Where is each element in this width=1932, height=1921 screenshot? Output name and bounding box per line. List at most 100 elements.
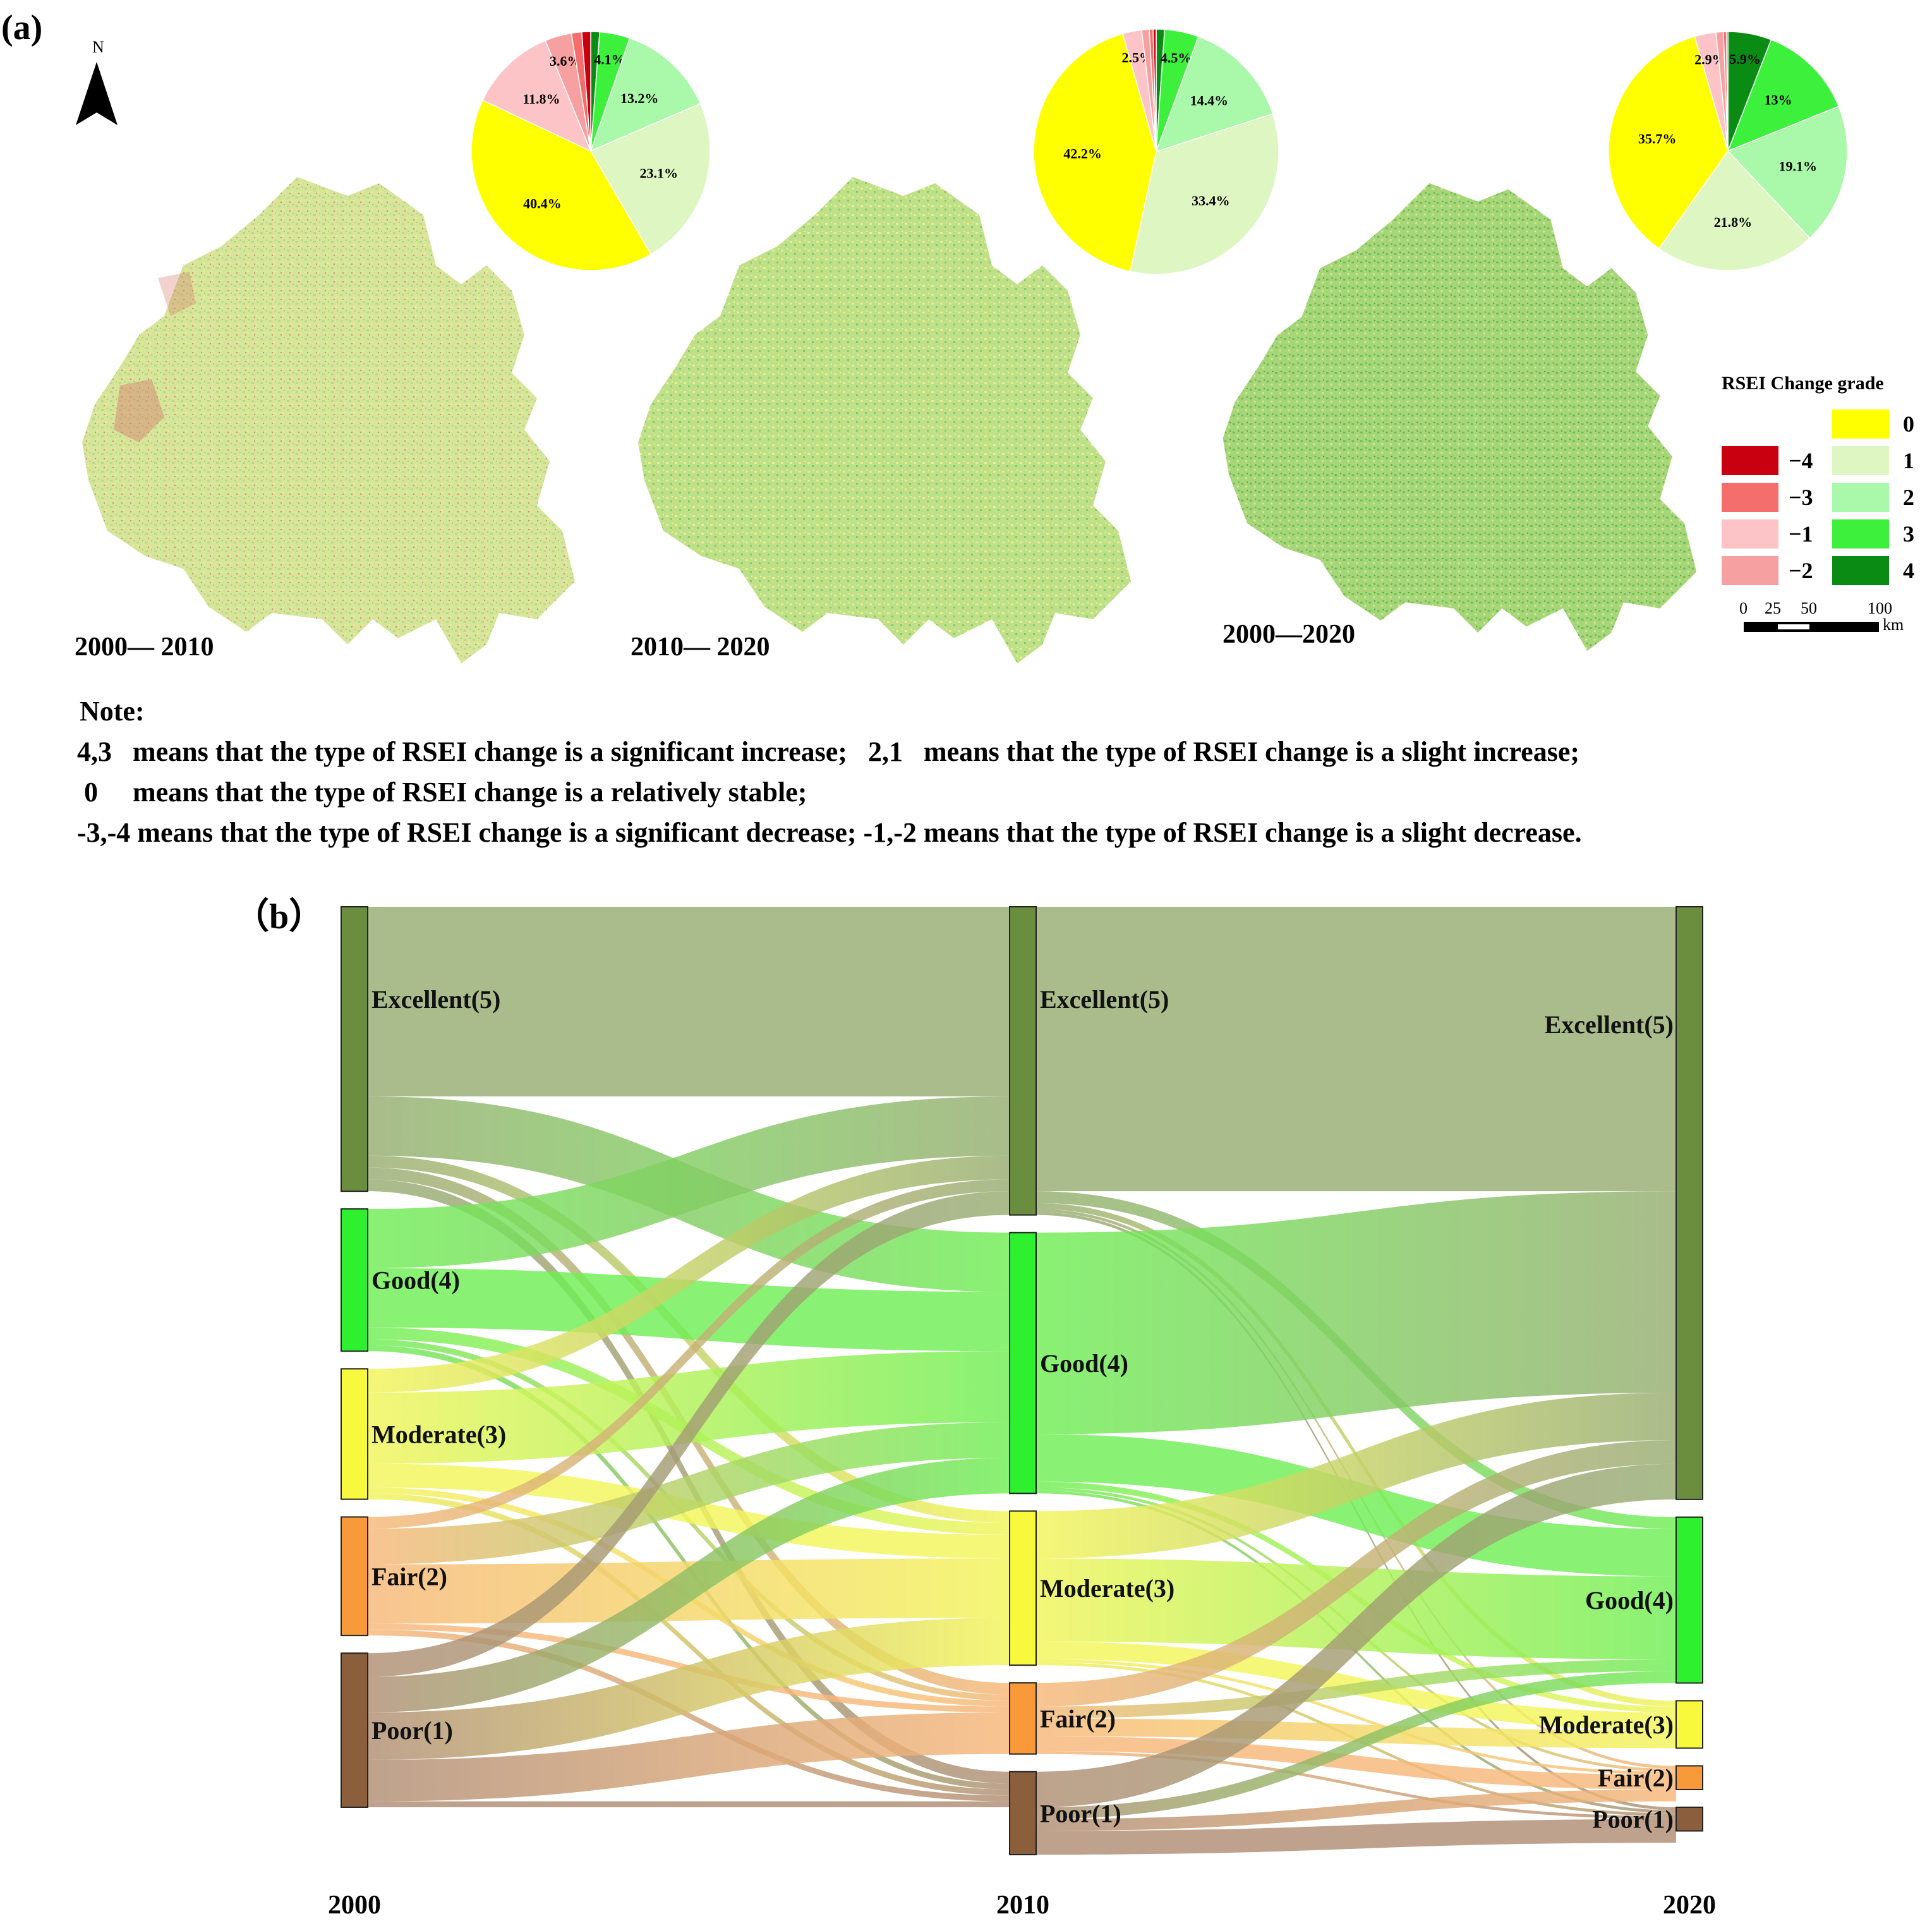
sankey-link [1036,1659,1676,1775]
sankey-node-label: Excellent(5) [1545,1010,1674,1039]
sankey-link [1036,1751,1676,1819]
sankey-node-label: Fair(2) [1598,1764,1674,1792]
sankey-node [341,1368,368,1500]
pie-slice-label: 4.1% [594,52,625,68]
sankey-node [341,906,368,1192]
pie-slice [1608,35,1729,250]
period-label: 2000— 2010 [75,633,214,662]
legend-value: 0 [1903,411,1914,437]
sankey-link [1036,1393,1676,1559]
pie-slice [589,102,711,255]
legend-swatch [1832,519,1889,548]
scale-tick: 50 [1801,599,1817,617]
pie-slice [1725,31,1729,152]
scale-tick: 100 [1868,599,1892,617]
pie-slice [1129,113,1279,275]
pie-slice [481,40,592,152]
pie-slice-label: 40.4% [523,196,562,212]
note-line: -3,-4 means that the type of RSEI change… [77,817,1582,848]
sankey-node-label: Good(4) [1040,1349,1128,1378]
sankey-link [368,1422,1010,1565]
pie-slice-label: 42.2% [1063,146,1102,162]
period-label: 2010— 2020 [631,633,770,662]
sankey-node-label: Poor(1) [1040,1799,1121,1827]
note-line: 4,3 means that the type of RSEI change i… [77,736,1579,767]
sankey-node [341,1516,368,1637]
pie-slice-label: 23.1% [639,165,678,181]
sankey-node [1675,1516,1703,1684]
sankey-year-label: 2020 [1663,1891,1716,1920]
sankey-link [1036,1440,1676,1707]
pie-slice [589,37,701,152]
map-2010-2020 [638,177,1131,664]
panel-b-label: （b） [234,897,325,936]
sankey-node [1009,1510,1037,1666]
sankey-node-label: Excellent(5) [371,985,500,1014]
scale-tick: 25 [1765,599,1781,617]
sankey-node-label: Moderate(3) [1539,1711,1674,1739]
period-label: 2000—2020 [1223,620,1355,649]
legend-swatch [1832,556,1889,585]
sankey-node [341,1208,368,1352]
legend-swatch [1832,409,1889,439]
legend-value: 1 [1903,448,1914,473]
pie-slice-label: 19.1% [1778,158,1817,174]
sankey-link [368,1191,1010,1677]
rsei-legend: RSEI Change grade 0 1 2 3 4 −4 −3 −1 −2 … [1718,367,1930,645]
legend-title: RSEI Change grade [1722,373,1884,394]
sankey-link [1036,907,1676,1192]
sankey-node [1675,906,1703,1500]
legend-swatch [1722,483,1778,512]
pie-slice [1658,150,1811,271]
sankey-node-label: Good(4) [1585,1586,1674,1615]
legend-swatch [1722,446,1778,475]
panel-a-label: (a) [1,8,43,47]
sankey-node [1675,1700,1703,1749]
map-2000-2020 [1223,183,1697,651]
sankey-link [368,1179,1010,1529]
sankey-link [1036,1191,1676,1434]
pie-slice-label: 13.2% [620,90,659,106]
sankey-link [1036,1659,1676,1719]
legend-value: −3 [1789,485,1813,510]
legend-value: −1 [1789,521,1813,547]
pie-slice [1727,39,1840,152]
legend-swatch [1722,519,1778,548]
pie-slice-label: 33.4% [1192,193,1230,209]
sankey-link [368,1493,1010,1796]
sankey-node-label: Fair(2) [1040,1704,1116,1733]
sankey-link [368,1458,1010,1712]
legend-value: −4 [1789,448,1813,473]
sankey-node [341,1652,368,1808]
sankey-year-label: 2000 [328,1891,381,1920]
pie-slice [581,31,591,152]
sankey-node [1009,906,1037,1216]
sankey-node-label: Fair(2) [371,1562,447,1591]
sankey-link [368,907,1010,1097]
pie-slice [1033,33,1157,272]
sankey-link [368,1155,1010,1393]
pie-slice [1727,106,1848,239]
sankey-node [1675,1765,1703,1790]
legend-swatch [1722,556,1778,585]
pie-slice [471,99,652,271]
scale-bar: 0 25 50 100 km [1739,599,1932,643]
pie-slice-label: 21.8% [1714,214,1753,230]
legend-value: 2 [1903,485,1914,510]
note-line: 0 means that the type of RSEI change is … [77,777,807,808]
sankey-node-label: Excellent(5) [1040,985,1169,1014]
sankey-link [368,1801,1010,1807]
sankey-node-label: Moderate(3) [371,1420,506,1448]
pie-chart-2000-2020: 5.9%13%19.1%21.8%35.7%2.9% [1608,31,1848,271]
sankey-node [1009,1682,1037,1755]
sankey-link [1036,1558,1676,1659]
legend-swatch [1832,446,1889,475]
scale-segment [1778,624,1809,629]
sankey-node [1675,1806,1703,1832]
legend-value: 3 [1903,521,1914,547]
sankey-node-label: Poor(1) [371,1716,453,1745]
pie-chart-2000-2010: 4.1%13.2%23.1%40.4%11.8%3.6% [471,31,711,271]
scale-tick: 0 [1739,599,1748,617]
sankey-node-label: Good(4) [371,1266,460,1295]
